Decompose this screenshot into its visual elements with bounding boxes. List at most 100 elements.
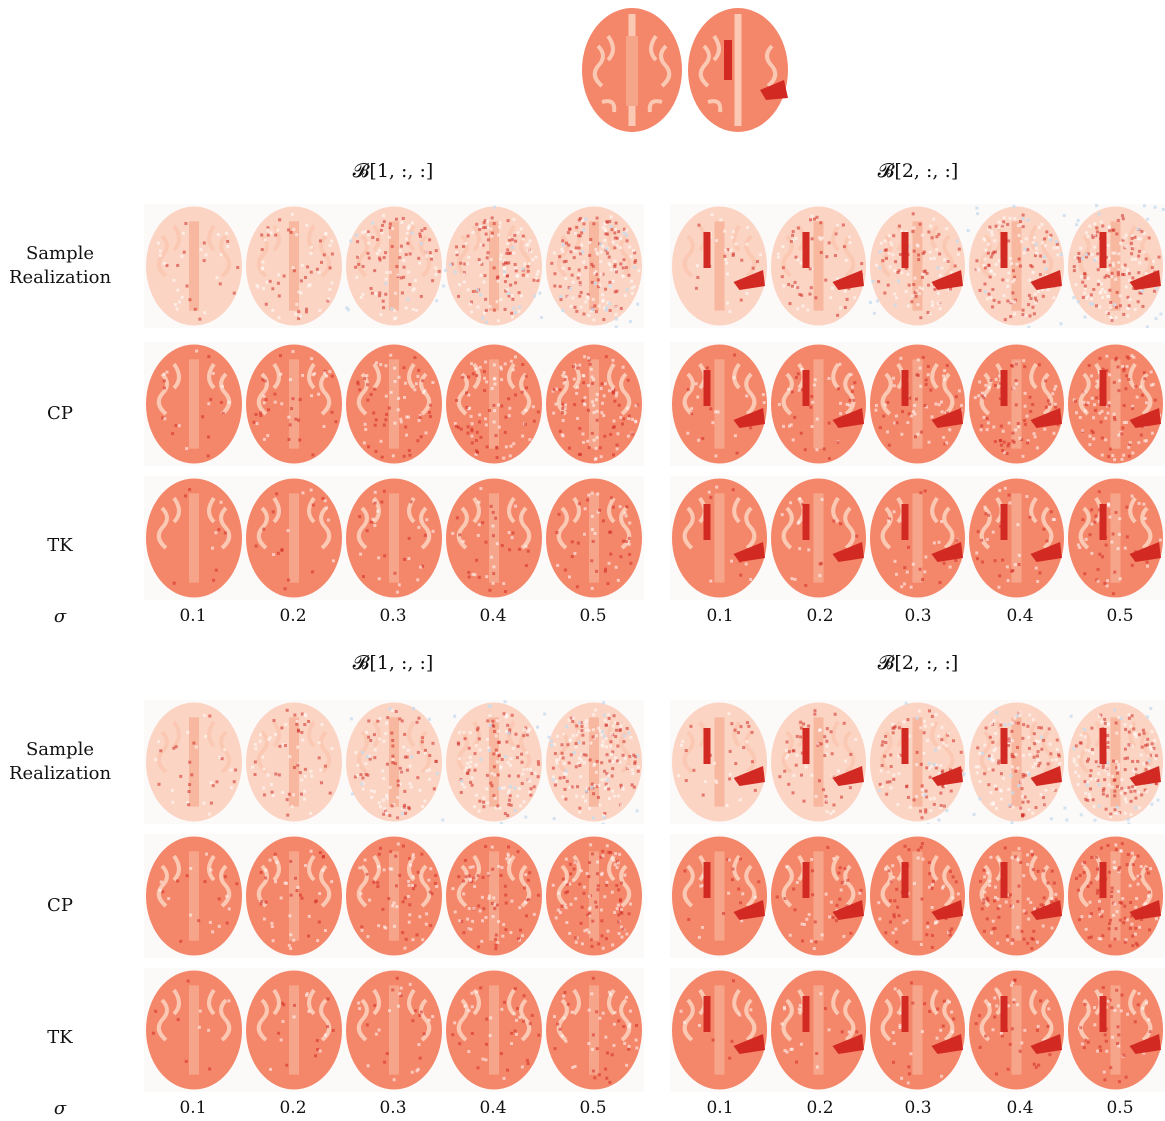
row-label-cp: CP (47, 403, 73, 424)
row-label-cp: CP (47, 895, 73, 916)
column-title-b2: 𝓑[2, :, :] (877, 652, 959, 674)
brain-slice-2 (770, 344, 867, 464)
brain-slice-2 (770, 836, 867, 956)
brain-slice-2 (246, 206, 342, 326)
column-title-b2: 𝓑[2, :, :] (877, 160, 959, 182)
brain-slice-3 (868, 206, 970, 326)
brain-slice-5 (546, 836, 642, 956)
brain-slice-1 (146, 702, 242, 822)
brain-slice-3 (346, 344, 442, 464)
row-label-tk: TK (47, 535, 73, 556)
sigma-tick: 0.5 (1106, 1098, 1134, 1118)
brain-slice-ground-truth-2 (688, 8, 788, 132)
brain-slice-2 (770, 206, 867, 326)
brain-slice-5 (546, 206, 642, 328)
brain-slice-5 (1067, 344, 1164, 464)
brain-slice-4 (968, 478, 1065, 598)
heatmap-strip-b1-sample (144, 204, 644, 328)
brain-slice-4 (968, 836, 1065, 956)
brain-slice-2 (246, 836, 342, 956)
brain-slice-1 (671, 702, 768, 822)
heatmap-strip-b2-tk (670, 968, 1165, 1092)
sigma-tick: 0.2 (279, 606, 307, 626)
brain-slice-2 (770, 970, 867, 1090)
heatmap-strip-b1-sample (144, 700, 644, 824)
column-title-b1: 𝓑[1, :, :] (352, 652, 434, 674)
sigma-tick: 0.3 (904, 606, 932, 626)
brain-slice-4 (446, 970, 542, 1090)
brain-slice-5 (1067, 204, 1165, 328)
brain-slice-5 (1067, 702, 1164, 824)
brain-slice-3 (869, 970, 966, 1090)
heatmap-strip-b1-cp (144, 834, 644, 958)
brain-slice-4 (446, 836, 542, 956)
brain-slice-1 (146, 344, 242, 464)
brain-slice-1 (671, 206, 768, 326)
brain-slice-5 (1067, 836, 1164, 956)
sigma-tick: 0.1 (706, 1098, 734, 1118)
brain-slice-ground-truth-1 (582, 8, 682, 132)
brain-slice-1 (671, 478, 768, 598)
sigma-tick: 0.5 (1106, 606, 1134, 626)
heatmap-strip-b1-cp (144, 342, 644, 466)
brain-slice-1 (146, 970, 242, 1090)
sigma-tick: 0.5 (579, 606, 607, 626)
sigma-tick: 0.3 (379, 606, 407, 626)
row-label-line2: Realization (8, 763, 112, 784)
brain-slice-2 (770, 702, 867, 822)
sigma-tick: 0.1 (179, 606, 207, 626)
brain-slice-3 (346, 478, 442, 598)
heatmap-strip-b1-tk (144, 476, 644, 600)
heatmap-strip-b2-tk (670, 476, 1165, 600)
brain-slice-3 (869, 836, 966, 956)
brain-slice-3 (346, 702, 445, 822)
brain-slice-4 (446, 700, 547, 824)
brain-slice-5 (546, 344, 642, 464)
heatmap-strip-b2-cp (670, 834, 1165, 958)
sigma-tick: 0.4 (479, 606, 507, 626)
brain-slice-2 (246, 702, 342, 822)
sigma-tick: 0.1 (179, 1098, 207, 1118)
sigma-tick: 0.1 (706, 606, 734, 626)
brain-slice-4 (446, 344, 542, 464)
heatmap-strip-b2-sample (670, 700, 1165, 824)
sigma-tick: 0.4 (1006, 606, 1034, 626)
row-label-tk: TK (47, 1027, 73, 1048)
brain-slice-5 (546, 970, 642, 1090)
brain-slice-1 (671, 836, 768, 956)
brain-slice-5 (546, 701, 642, 824)
column-title-b1: 𝓑[1, :, :] (352, 160, 434, 182)
brain-slice-3 (869, 344, 966, 464)
sigma-tick: 0.2 (806, 1098, 834, 1118)
brain-slice-5 (1067, 478, 1164, 598)
brain-slice-2 (246, 344, 342, 464)
row-label-sample: Sample Realization (0, 242, 120, 290)
brain-slice-4 (968, 702, 1069, 824)
reference-brains (578, 6, 798, 136)
brain-slice-3 (869, 701, 966, 824)
brain-slice-3 (869, 478, 966, 598)
brain-slice-5 (546, 478, 642, 598)
brain-slice-1 (146, 836, 242, 956)
brain-slice-4 (968, 204, 1066, 328)
brain-slice-4 (446, 478, 542, 598)
sigma-tick: 0.5 (579, 1098, 607, 1118)
heatmap-strip-b2-cp (670, 342, 1165, 466)
heatmap-strip-b2-sample (670, 204, 1165, 328)
brain-slice-4 (444, 205, 543, 326)
brain-slice-2 (246, 970, 342, 1090)
sigma-label: σ (53, 606, 67, 627)
brain-slice-5 (1067, 970, 1164, 1090)
sigma-tick: 0.2 (806, 606, 834, 626)
brain-slice-1 (146, 206, 242, 326)
row-label-line1: Sample (25, 243, 95, 264)
brain-slice-1 (146, 478, 242, 598)
sigma-tick: 0.2 (279, 1098, 307, 1118)
brain-slice-1 (671, 970, 768, 1090)
brain-slice-2 (246, 478, 342, 598)
brain-slice-2 (770, 478, 867, 598)
sigma-tick: 0.3 (904, 1098, 932, 1118)
brain-slice-3 (345, 206, 446, 326)
brain-slice-3 (346, 836, 442, 956)
row-label-line1: Sample (25, 739, 95, 760)
